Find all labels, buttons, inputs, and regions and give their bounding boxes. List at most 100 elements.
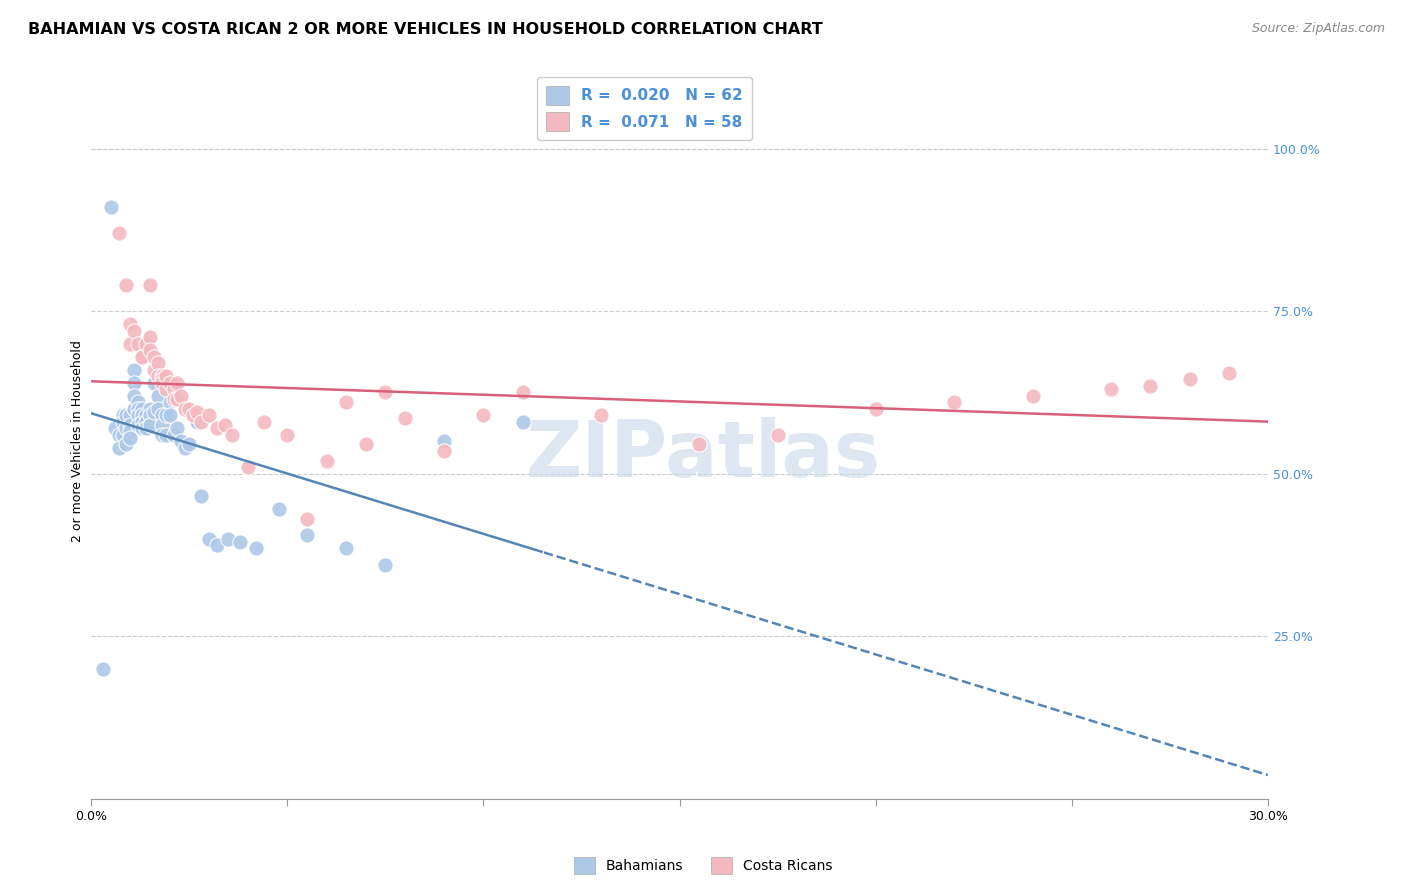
Point	[591, 408, 613, 422]
Point	[150, 408, 173, 422]
Point	[142, 376, 165, 390]
Point	[131, 421, 153, 435]
Point	[276, 427, 298, 442]
Point	[142, 350, 165, 364]
Point	[142, 405, 165, 419]
Point	[159, 376, 181, 390]
Point	[335, 541, 357, 556]
Point	[218, 532, 240, 546]
Point	[943, 395, 966, 409]
Point	[124, 324, 146, 338]
Point	[155, 382, 177, 396]
Point	[127, 408, 149, 422]
Point	[135, 421, 157, 435]
Point	[159, 395, 181, 409]
Point	[295, 528, 318, 542]
Point	[146, 356, 169, 370]
Text: BAHAMIAN VS COSTA RICAN 2 OR MORE VEHICLES IN HOUSEHOLD CORRELATION CHART: BAHAMIAN VS COSTA RICAN 2 OR MORE VEHICL…	[28, 22, 823, 37]
Point	[374, 558, 396, 572]
Point	[190, 489, 212, 503]
Point	[115, 437, 138, 451]
Point	[107, 226, 129, 240]
Point	[139, 417, 162, 432]
Point	[107, 441, 129, 455]
Point	[124, 401, 146, 416]
Point	[354, 437, 377, 451]
Point	[150, 427, 173, 442]
Point	[1139, 379, 1161, 393]
Point	[91, 662, 114, 676]
Point	[198, 408, 221, 422]
Point	[120, 425, 142, 439]
Point	[253, 415, 276, 429]
Point	[766, 427, 789, 442]
Point	[166, 376, 188, 390]
Text: Source: ZipAtlas.com: Source: ZipAtlas.com	[1251, 22, 1385, 36]
Point	[162, 382, 184, 396]
Point	[120, 431, 142, 445]
Point	[174, 441, 197, 455]
Point	[1218, 366, 1240, 380]
Point	[120, 408, 142, 422]
Point	[111, 408, 134, 422]
Point	[155, 369, 177, 384]
Point	[146, 401, 169, 416]
Point	[150, 372, 173, 386]
Point	[115, 421, 138, 435]
Point	[150, 376, 173, 390]
Point	[186, 405, 208, 419]
Point	[162, 427, 184, 442]
Point	[131, 350, 153, 364]
Point	[115, 408, 138, 422]
Point	[142, 362, 165, 376]
Point	[139, 278, 162, 293]
Point	[865, 401, 887, 416]
Point	[155, 427, 177, 442]
Point	[190, 415, 212, 429]
Point	[111, 415, 134, 429]
Point	[135, 408, 157, 422]
Point	[127, 395, 149, 409]
Point	[472, 408, 495, 422]
Point	[315, 453, 337, 467]
Point	[100, 200, 122, 214]
Point	[131, 408, 153, 422]
Point	[131, 401, 153, 416]
Point	[1178, 372, 1201, 386]
Point	[135, 415, 157, 429]
Point	[127, 336, 149, 351]
Point	[236, 460, 259, 475]
Point	[120, 336, 142, 351]
Point	[170, 434, 193, 449]
Point	[335, 395, 357, 409]
Point	[688, 437, 710, 451]
Point	[229, 534, 252, 549]
Point	[214, 417, 236, 432]
Point	[124, 362, 146, 376]
Point	[1099, 382, 1122, 396]
Point	[269, 502, 291, 516]
Point	[374, 385, 396, 400]
Point	[120, 317, 142, 331]
Point	[139, 401, 162, 416]
Point	[174, 401, 197, 416]
Point	[139, 343, 162, 357]
Point	[107, 427, 129, 442]
Legend: Bahamians, Costa Ricans: Bahamians, Costa Ricans	[567, 850, 839, 880]
Point	[245, 541, 267, 556]
Point	[127, 401, 149, 416]
Y-axis label: 2 or more Vehicles in Household: 2 or more Vehicles in Household	[72, 340, 84, 542]
Point	[166, 421, 188, 435]
Point	[127, 417, 149, 432]
Point	[155, 408, 177, 422]
Point	[139, 408, 162, 422]
Point	[512, 385, 534, 400]
Point	[139, 330, 162, 344]
Point	[146, 388, 169, 402]
Text: ZIPatlas: ZIPatlas	[526, 417, 880, 493]
Point	[433, 443, 456, 458]
Point	[170, 388, 193, 402]
Point	[394, 411, 416, 425]
Point	[115, 278, 138, 293]
Point	[131, 415, 153, 429]
